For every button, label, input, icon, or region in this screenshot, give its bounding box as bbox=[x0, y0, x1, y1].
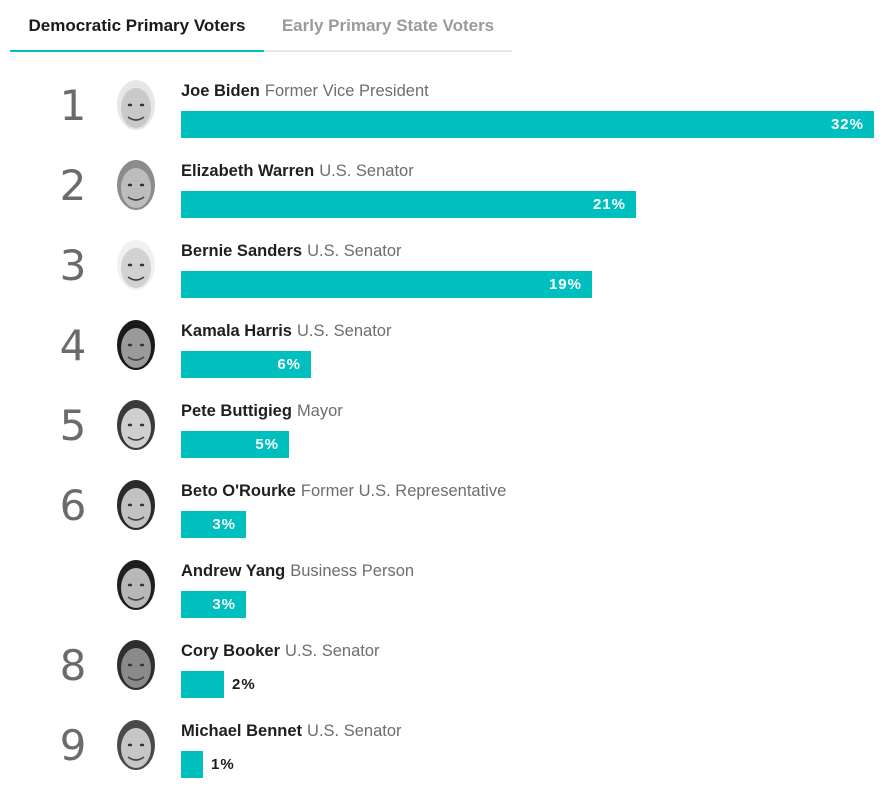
data-label: 5% bbox=[255, 436, 279, 453]
candidate-label: Elizabeth Warren U.S. Senator bbox=[181, 161, 414, 181]
bar bbox=[181, 271, 592, 298]
rank-number: 6 bbox=[59, 481, 87, 530]
rank-number: 1 bbox=[59, 81, 87, 130]
candidate-portrait-icon bbox=[113, 478, 159, 532]
candidate-portrait-icon bbox=[113, 718, 159, 772]
candidate-role: Former U.S. Representative bbox=[300, 482, 507, 500]
data-label: 1% bbox=[211, 756, 235, 773]
candidate-portrait-icon bbox=[113, 558, 159, 612]
candidate-name: Joe Biden bbox=[181, 82, 260, 100]
data-label: 3% bbox=[212, 596, 236, 613]
rank-number: 8 bbox=[59, 641, 87, 690]
candidate-role: U.S. Senator bbox=[307, 722, 402, 740]
candidate-portrait-icon bbox=[113, 318, 159, 372]
candidate-label: Joe Biden Former Vice President bbox=[181, 81, 429, 101]
candidate-name: Beto O'Rourke bbox=[181, 482, 296, 500]
bar bbox=[181, 351, 311, 378]
candidate-name: Elizabeth Warren bbox=[181, 162, 315, 180]
tab-bar: Democratic Primary Voters Early Primary … bbox=[10, 0, 512, 52]
tab-democratic-primary-voters[interactable]: Democratic Primary Voters bbox=[10, 0, 264, 52]
data-label: 2% bbox=[232, 676, 256, 693]
data-label: 3% bbox=[212, 516, 236, 533]
rank-number: 9 bbox=[59, 721, 87, 770]
bar bbox=[181, 511, 246, 538]
candidate-portrait-icon bbox=[113, 638, 159, 692]
bar bbox=[181, 191, 636, 218]
candidate-label: Andrew Yang Business Person bbox=[181, 561, 414, 581]
candidate-portrait-icon bbox=[113, 398, 159, 452]
data-label: 32% bbox=[830, 116, 864, 133]
candidate-portrait-icon bbox=[113, 238, 159, 292]
candidate-role: U.S. Senator bbox=[319, 162, 414, 180]
candidate-row: Andrew Yang Business Person 3% bbox=[0, 550, 883, 630]
candidate-portrait-icon bbox=[113, 78, 159, 132]
candidate-name: Andrew Yang bbox=[181, 562, 286, 580]
bar bbox=[181, 111, 874, 138]
bar bbox=[181, 591, 246, 618]
candidate-role: Former Vice President bbox=[264, 82, 429, 100]
candidate-role: Business Person bbox=[290, 562, 415, 580]
candidate-role: U.S. Senator bbox=[285, 642, 380, 660]
candidate-row: 4 Kamala Harris U.S. Senator 6% bbox=[0, 310, 883, 390]
candidate-row: 3 Bernie Sanders U.S. Senator 19% bbox=[0, 230, 883, 310]
tab-early-primary-state-voters[interactable]: Early Primary State Voters bbox=[281, 16, 495, 35]
candidate-row: 8 Cory Booker U.S. Senator 2% bbox=[0, 630, 883, 710]
rank-number: 2 bbox=[59, 161, 87, 210]
bar bbox=[181, 671, 224, 698]
candidate-role: U.S. Senator bbox=[296, 322, 392, 340]
candidate-label: Bernie Sanders U.S. Senator bbox=[181, 241, 402, 261]
data-label: 6% bbox=[277, 356, 301, 373]
candidate-label: Beto O'Rourke Former U.S. Representative bbox=[181, 481, 506, 501]
candidate-label: Michael Bennet U.S. Senator bbox=[181, 721, 402, 741]
candidate-role: Mayor bbox=[296, 402, 343, 420]
candidate-row: 2 Elizabeth Warren U.S. Senator 21% bbox=[0, 150, 883, 230]
rank-number: 5 bbox=[59, 401, 87, 450]
candidate-portrait-icon bbox=[113, 158, 159, 212]
candidate-label: Kamala Harris U.S. Senator bbox=[181, 321, 391, 341]
candidate-label: Cory Booker U.S. Senator bbox=[181, 641, 380, 661]
bar bbox=[181, 751, 203, 778]
candidate-row: 1 Joe Biden Former Vice President 32% bbox=[0, 70, 883, 150]
candidate-name: Bernie Sanders bbox=[181, 242, 303, 260]
candidate-label: Pete Buttigieg Mayor bbox=[181, 401, 343, 421]
data-label: 21% bbox=[592, 196, 626, 213]
candidate-role: U.S. Senator bbox=[307, 242, 402, 260]
candidate-name: Cory Booker bbox=[181, 642, 281, 660]
candidate-row: 9 Michael Bennet U.S. Senator 1% bbox=[0, 710, 883, 790]
candidate-row: 5 Pete Buttigieg Mayor 5% bbox=[0, 390, 883, 470]
rank-number: 3 bbox=[59, 241, 87, 290]
rank-number: 4 bbox=[59, 321, 87, 370]
candidate-name: Michael Bennet bbox=[181, 722, 303, 740]
candidate-name: Pete Buttigieg bbox=[181, 402, 292, 420]
bar bbox=[181, 431, 289, 458]
data-label: 19% bbox=[548, 276, 582, 293]
candidate-name: Kamala Harris bbox=[181, 322, 292, 340]
candidate-row: 6 Beto O'Rourke Former U.S. Representative… bbox=[0, 470, 883, 550]
